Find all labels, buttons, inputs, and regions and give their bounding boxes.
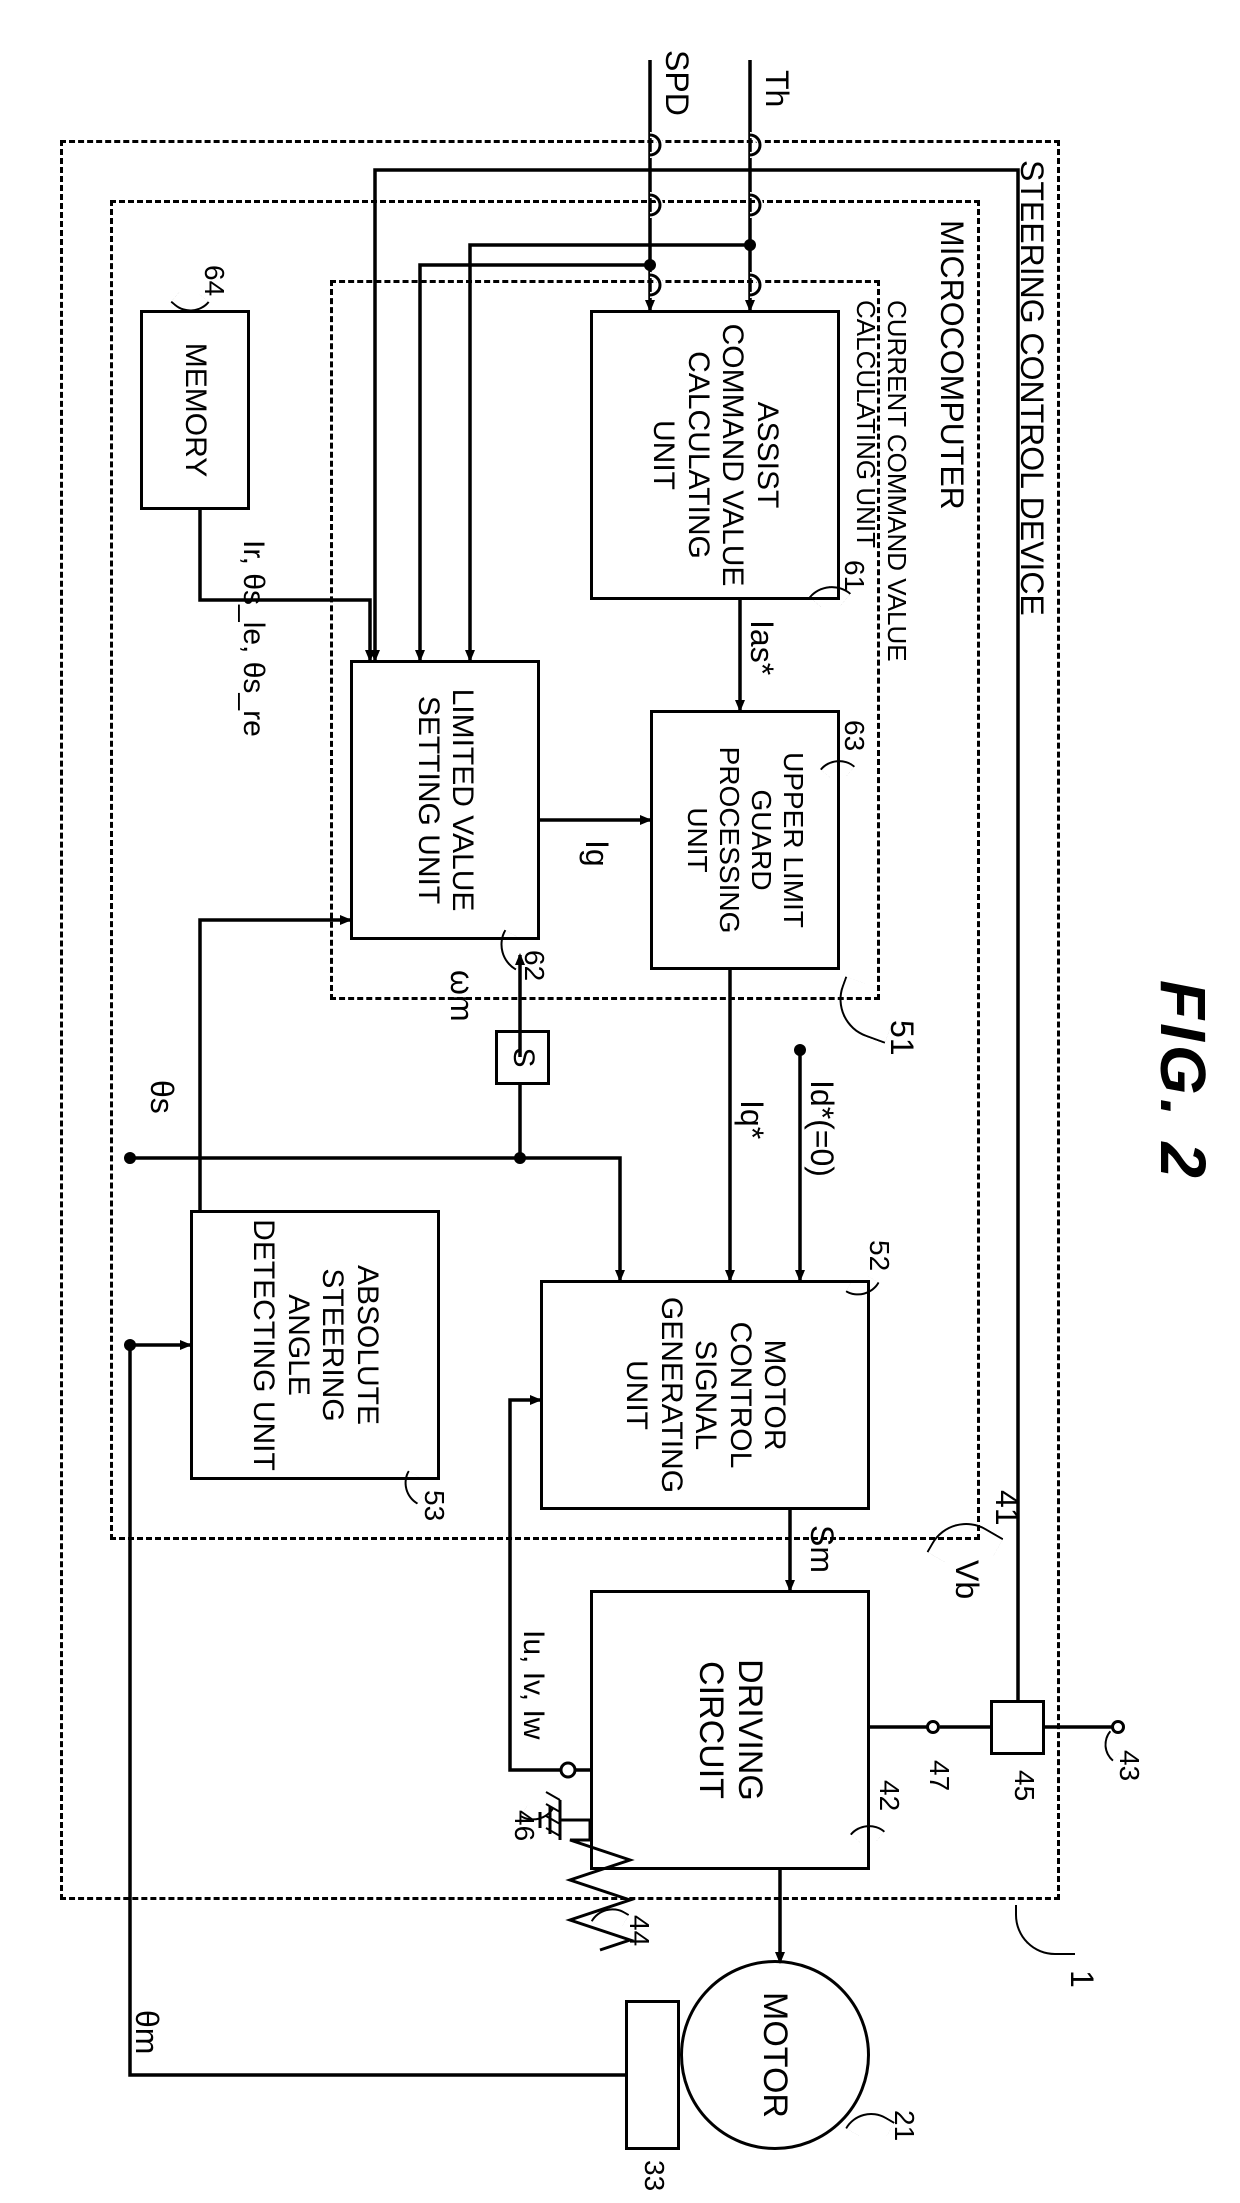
diagram-canvas: FIG. 2 STEERING CONTROL DEVICE 1 MICROCO… [0,0,1240,1240]
wiring-svg [0,0,1240,2203]
